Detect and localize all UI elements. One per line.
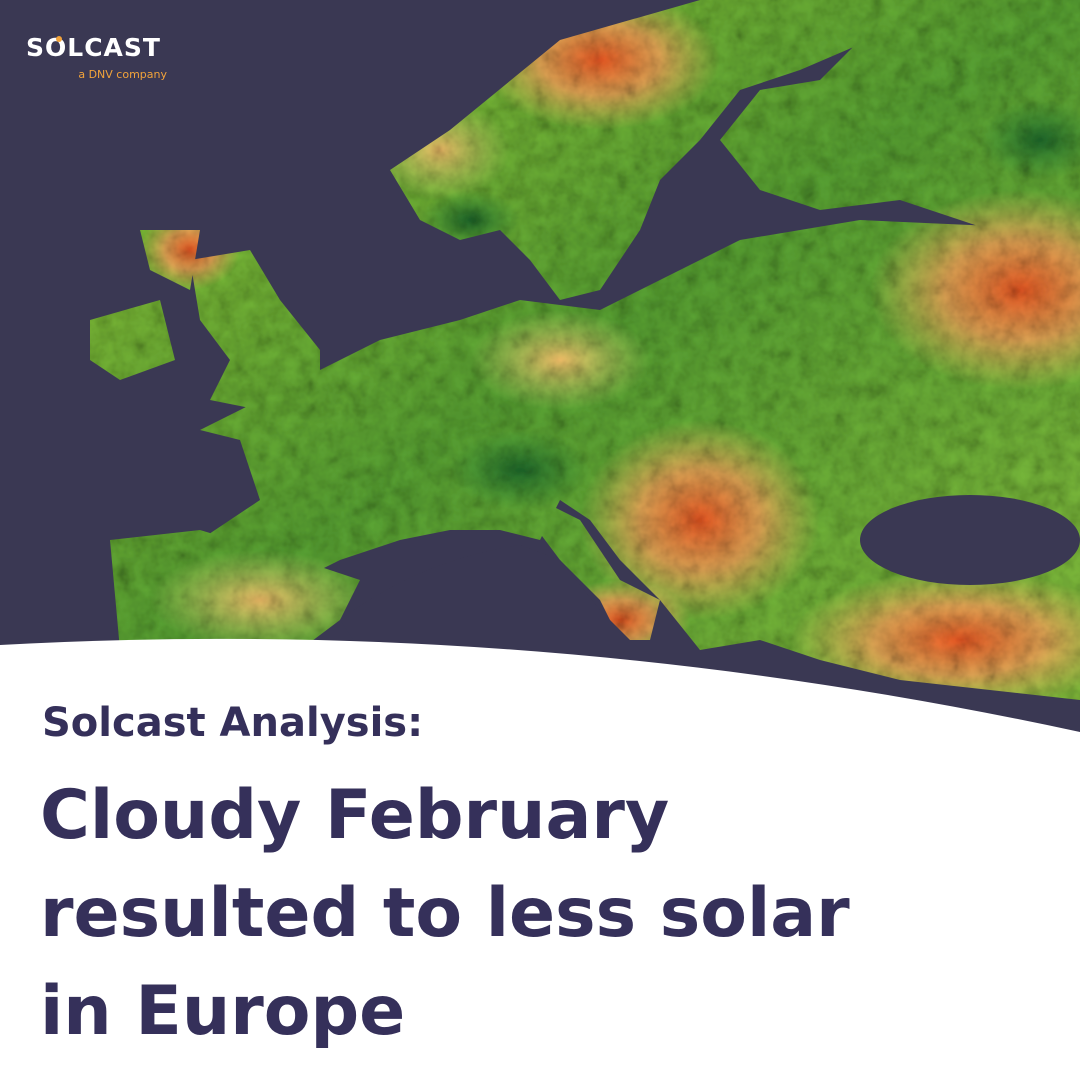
heat-patch — [580, 420, 820, 620]
title-line: resulted to less solar — [40, 874, 850, 953]
title: Cloudy February resulted to less solar in … — [40, 776, 850, 1051]
text-panel — [0, 638, 1080, 1080]
logo-tagline: a DNV company — [78, 68, 167, 81]
title-line: Cloudy February — [40, 776, 669, 855]
black-sea — [860, 495, 1080, 585]
logo-sun — [56, 36, 62, 42]
kicker: Solcast Analysis: — [42, 700, 423, 746]
logo-brand: SOLCAST — [26, 33, 161, 62]
map — [90, 0, 1080, 700]
heat-patch — [870, 190, 1080, 390]
dark-patch — [450, 430, 590, 510]
dark-patch — [980, 100, 1080, 180]
title-line: in Europe — [40, 972, 405, 1051]
mediterranean — [340, 545, 640, 660]
heat-patch — [470, 310, 650, 410]
heat-patch — [150, 550, 370, 650]
